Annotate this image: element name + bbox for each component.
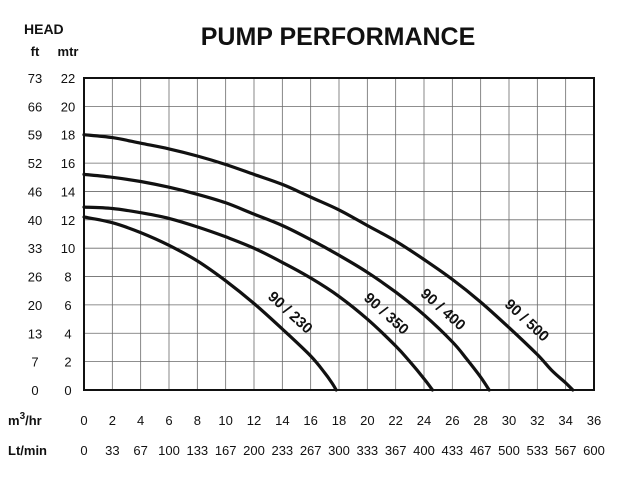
series-label-3: 90 / 400 xyxy=(417,285,469,334)
chart-grid xyxy=(83,77,595,391)
x-tick-label-m3hr: 10 xyxy=(218,413,232,428)
x-tick-label-m3hr: 20 xyxy=(360,413,374,428)
x-tick-label-lt-min: 500 xyxy=(498,443,520,458)
x-tick-label-m3hr: 14 xyxy=(275,413,289,428)
x-tick-label-m3hr: 30 xyxy=(502,413,516,428)
x-tick-label-m3hr: 12 xyxy=(247,413,261,428)
y-tick-label-mtr: 14 xyxy=(61,184,75,199)
curve-series-3 xyxy=(82,172,491,392)
x-tick-label-m3hr: 36 xyxy=(587,413,601,428)
y-tick-label-ft: 7 xyxy=(31,355,38,370)
y-tick-label-ft: 26 xyxy=(28,270,42,285)
x-tick-label-lt-min: 600 xyxy=(583,443,605,458)
y-tick-label-mtr: 18 xyxy=(61,128,75,143)
y-tick-label-ft: 0 xyxy=(31,383,38,398)
x-tick-label-lt-min: 167 xyxy=(215,443,237,458)
x-tick-label-m3hr: 32 xyxy=(530,413,544,428)
x-tick-label-m3hr: 18 xyxy=(332,413,346,428)
chart-title: PUMP PERFORMANCE xyxy=(201,23,476,51)
curve-series-4 xyxy=(82,133,575,392)
x-tick-label-lt-min: 400 xyxy=(413,443,435,458)
x-tick-label-lt-min: 300 xyxy=(328,443,350,458)
y-axis-unit-mtr: mtr xyxy=(58,44,79,59)
x-tick-label-lt-min: 200 xyxy=(243,443,265,458)
x-tick-label-m3hr: 6 xyxy=(165,413,172,428)
x-axis-unit-lt-min: Lt/min xyxy=(8,443,47,458)
y-tick-label-ft: 73 xyxy=(28,71,42,86)
y-tick-label-ft: 46 xyxy=(28,184,42,199)
x-tick-label-lt-min: 100 xyxy=(158,443,180,458)
x-tick-label-m3hr: 16 xyxy=(303,413,317,428)
plot-frame xyxy=(83,77,595,391)
x-tick-label-lt-min: 367 xyxy=(385,443,407,458)
x-tick-label-m3hr: 24 xyxy=(417,413,431,428)
x-tick-label-lt-min: 233 xyxy=(271,443,293,458)
x-tick-label-lt-min: 433 xyxy=(441,443,463,458)
y-tick-label-mtr: 12 xyxy=(61,213,75,228)
y-axis-unit-ft: ft xyxy=(31,44,40,59)
curve-series-2 xyxy=(82,205,435,392)
y-tick-label-ft: 33 xyxy=(28,241,42,256)
y-tick-label-mtr: 4 xyxy=(64,326,71,341)
y-axis-heading: HEAD xyxy=(24,21,64,37)
x-tick-label-lt-min: 533 xyxy=(526,443,548,458)
x-tick-label-lt-min: 567 xyxy=(555,443,577,458)
performance-curves xyxy=(82,133,575,392)
x-tick-label-m3hr: 28 xyxy=(473,413,487,428)
y-tick-label-ft: 20 xyxy=(28,298,42,313)
x-tick-label-lt-min: 0 xyxy=(80,443,87,458)
y-tick-label-mtr: 10 xyxy=(61,241,75,256)
x-tick-label-m3hr: 26 xyxy=(445,413,459,428)
y-tick-label-mtr: 22 xyxy=(61,71,75,86)
y-tick-label-ft: 40 xyxy=(28,213,42,228)
y-tick-label-mtr: 8 xyxy=(64,270,71,285)
y-tick-label-mtr: 0 xyxy=(64,383,71,398)
x-tick-label-m3hr: 2 xyxy=(109,413,116,428)
x-tick-label-m3hr: 8 xyxy=(194,413,201,428)
y-tick-label-ft: 66 xyxy=(28,99,42,114)
x-tick-label-lt-min: 67 xyxy=(133,443,147,458)
y-tick-label-ft: 13 xyxy=(28,326,42,341)
x-tick-label-lt-min: 33 xyxy=(105,443,119,458)
x-tick-label-lt-min: 467 xyxy=(470,443,492,458)
y-tick-label-ft: 52 xyxy=(28,156,42,171)
x-tick-label-m3hr: 0 xyxy=(80,413,87,428)
x-tick-label-lt-min: 267 xyxy=(300,443,322,458)
y-tick-label-mtr: 16 xyxy=(61,156,75,171)
y-tick-label-ft: 59 xyxy=(28,128,42,143)
x-tick-label-lt-min: 133 xyxy=(186,443,208,458)
x-axis-ticks: 0023346761008133101671220014233162671830… xyxy=(80,413,604,458)
series-label-1: 90 / 230 xyxy=(264,288,315,337)
x-axis-unit-m3hr: m3/hr xyxy=(8,411,42,428)
x-tick-label-m3hr: 34 xyxy=(558,413,572,428)
x-tick-label-m3hr: 22 xyxy=(388,413,402,428)
y-tick-label-mtr: 6 xyxy=(64,298,71,313)
y-tick-label-mtr: 2 xyxy=(64,355,71,370)
x-tick-label-m3hr: 4 xyxy=(137,413,144,428)
curve-series-1 xyxy=(82,215,338,392)
x-tick-label-lt-min: 333 xyxy=(356,443,378,458)
y-tick-label-mtr: 20 xyxy=(61,99,75,114)
